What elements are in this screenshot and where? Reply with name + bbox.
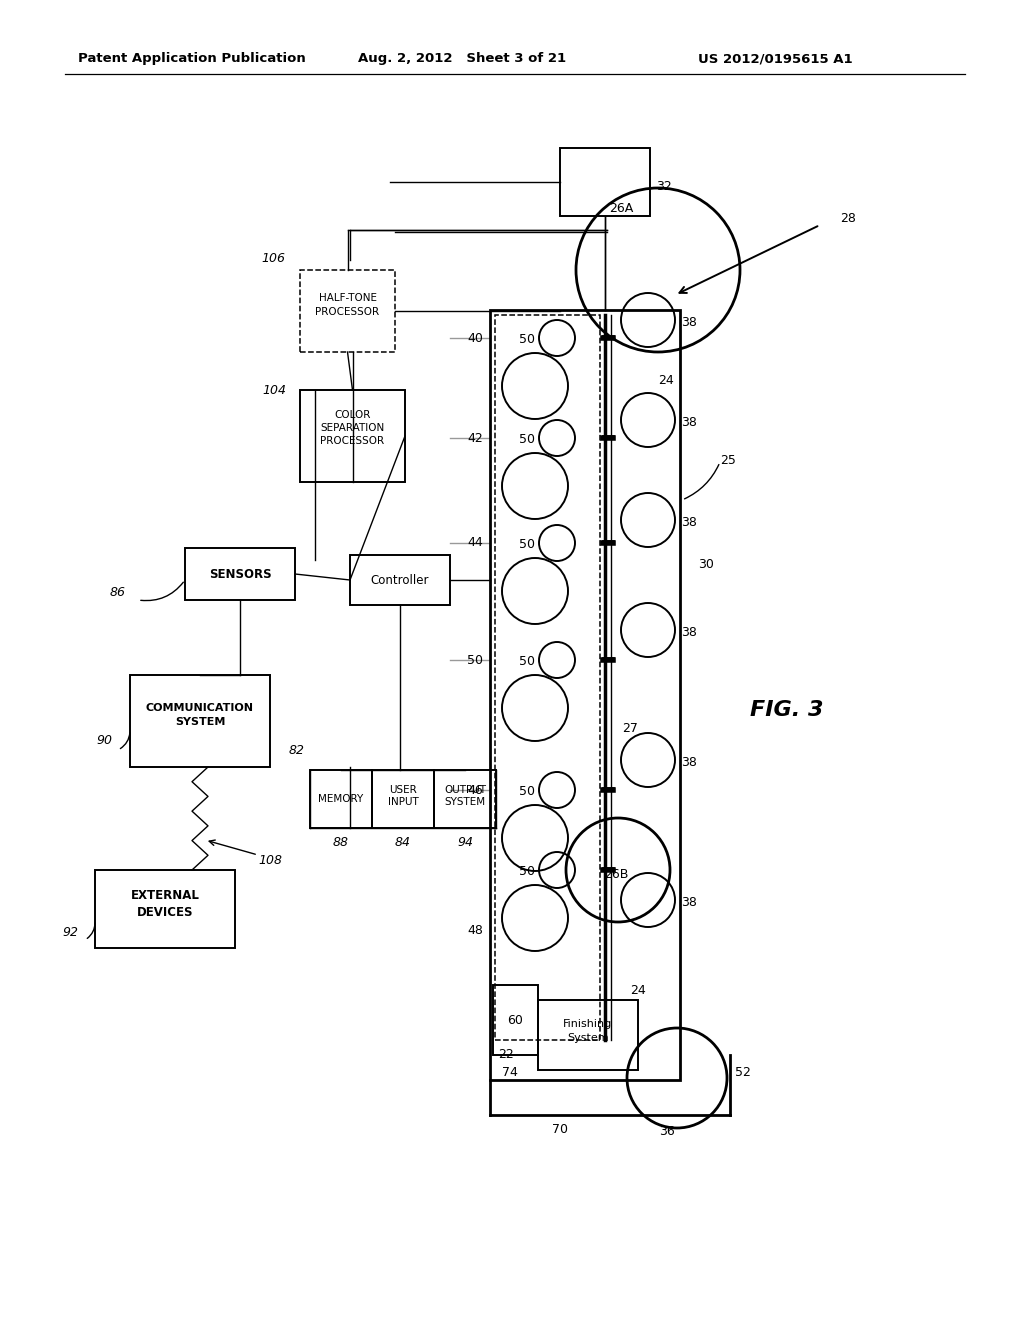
- Bar: [495, 315, 600, 1040]
- Text: Controller: Controller: [371, 573, 429, 586]
- Text: 48: 48: [467, 924, 483, 936]
- Text: 24: 24: [630, 983, 646, 997]
- Bar: [310, 770, 372, 828]
- Text: FIG. 3: FIG. 3: [750, 700, 823, 719]
- Text: HALF-TONE
PROCESSOR: HALF-TONE PROCESSOR: [315, 293, 380, 317]
- Text: 50: 50: [519, 785, 535, 799]
- Bar: [560, 148, 650, 216]
- Text: 70: 70: [552, 1123, 568, 1137]
- Text: 32: 32: [656, 181, 672, 194]
- Text: 90: 90: [96, 734, 112, 747]
- Bar: [130, 675, 270, 767]
- Text: 74: 74: [502, 1065, 518, 1078]
- Bar: [185, 548, 295, 601]
- Text: 46: 46: [467, 784, 483, 796]
- Text: 86: 86: [110, 586, 126, 598]
- Text: 40: 40: [467, 331, 483, 345]
- Text: 28: 28: [840, 211, 856, 224]
- Text: 50: 50: [519, 539, 535, 550]
- Text: 26B: 26B: [604, 869, 628, 882]
- Text: 50: 50: [519, 655, 535, 668]
- Bar: [490, 310, 680, 1080]
- Text: US 2012/0195615 A1: US 2012/0195615 A1: [698, 51, 853, 65]
- Text: COLOR
SEPARATION
PROCESSOR: COLOR SEPARATION PROCESSOR: [321, 409, 385, 446]
- Text: EXTERNAL
DEVICES: EXTERNAL DEVICES: [131, 888, 200, 919]
- Text: 38: 38: [681, 317, 697, 330]
- Text: 50: 50: [519, 865, 535, 878]
- Bar: [350, 554, 450, 605]
- Text: OUTPUT
SYSTEM: OUTPUT SYSTEM: [444, 785, 486, 808]
- Text: 24: 24: [658, 374, 674, 387]
- Text: 88: 88: [333, 836, 349, 849]
- Text: Patent Application Publication: Patent Application Publication: [78, 51, 306, 65]
- Text: 104: 104: [262, 384, 286, 396]
- Text: 50: 50: [467, 653, 483, 667]
- Text: 106: 106: [261, 252, 285, 264]
- Text: 108: 108: [258, 854, 282, 866]
- Bar: [493, 985, 538, 1055]
- Bar: [538, 1001, 638, 1071]
- Bar: [372, 770, 434, 828]
- Text: COMMUNICATION
SYSTEM: COMMUNICATION SYSTEM: [146, 704, 254, 726]
- Bar: [300, 271, 395, 352]
- Text: 60: 60: [508, 1014, 523, 1027]
- Text: 36: 36: [659, 1125, 675, 1138]
- Text: 50: 50: [519, 433, 535, 446]
- Text: 50: 50: [519, 333, 535, 346]
- Text: 25: 25: [720, 454, 736, 466]
- Text: Finishing
System: Finishing System: [563, 1019, 612, 1043]
- Text: 94: 94: [457, 836, 473, 849]
- Text: 38: 38: [681, 756, 697, 770]
- Text: 30: 30: [698, 558, 714, 572]
- Text: 27: 27: [622, 722, 638, 734]
- Text: 44: 44: [467, 536, 483, 549]
- Text: USER
INPUT: USER INPUT: [388, 785, 419, 808]
- Text: 92: 92: [62, 925, 78, 939]
- Bar: [95, 870, 234, 948]
- Text: 38: 38: [681, 417, 697, 429]
- Text: 42: 42: [467, 432, 483, 445]
- Text: 82: 82: [289, 743, 305, 756]
- Bar: [300, 389, 406, 482]
- Text: SENSORS: SENSORS: [209, 568, 271, 581]
- Text: 38: 38: [681, 896, 697, 909]
- Text: 38: 38: [681, 516, 697, 529]
- Bar: [434, 770, 496, 828]
- Text: MEMORY: MEMORY: [318, 795, 364, 804]
- Text: 26A: 26A: [609, 202, 633, 215]
- Text: 22: 22: [498, 1048, 514, 1061]
- Text: 38: 38: [681, 627, 697, 639]
- Text: Aug. 2, 2012   Sheet 3 of 21: Aug. 2, 2012 Sheet 3 of 21: [358, 51, 566, 65]
- Text: 84: 84: [395, 836, 411, 849]
- Text: 52: 52: [735, 1067, 751, 1080]
